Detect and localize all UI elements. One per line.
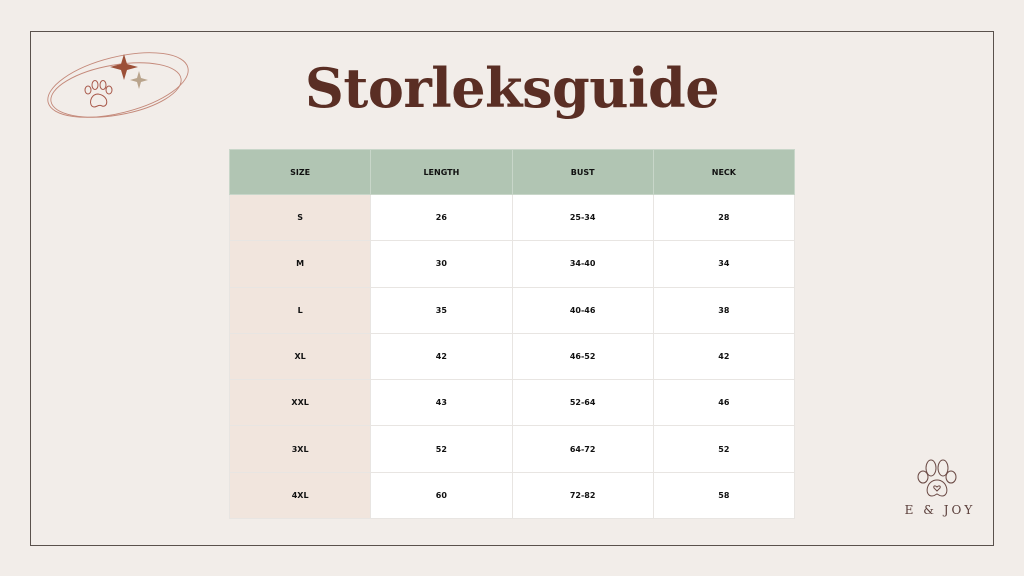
table-row: 4XL 60 72-82 58 — [228, 471, 796, 520]
header-bust: BUST — [511, 149, 654, 195]
page-title: Storleksguide — [304, 56, 720, 120]
table-row: M 30 34-40 34 — [228, 240, 796, 288]
table-row: S 26 25-34 28 — [228, 193, 796, 242]
table-row: 3XL 52 64-72 52 — [228, 425, 796, 473]
cell-length: 26 — [370, 193, 513, 242]
header-neck: NECK — [652, 149, 796, 195]
cell-size: 4XL — [228, 471, 372, 520]
table-header-row: SIZE LENGTH BUST NECK — [228, 149, 796, 195]
table-row: L 35 40-46 38 — [228, 286, 796, 334]
table-row: XXL 43 52-64 46 — [228, 379, 796, 427]
cell-bust: 25-34 — [511, 193, 654, 242]
cell-bust: 46-52 — [511, 332, 654, 381]
cell-neck: 34 — [652, 240, 796, 288]
cell-size: S — [228, 193, 372, 242]
cell-size: XL — [228, 332, 372, 381]
cell-length: 35 — [370, 286, 513, 334]
cell-size: M — [228, 240, 372, 288]
brand-name: E & JOY — [904, 503, 976, 517]
header-size: SIZE — [228, 149, 372, 195]
cell-length: 42 — [370, 332, 513, 381]
paw-heart-logo-icon — [917, 459, 957, 497]
cell-bust: 64-72 — [511, 425, 654, 473]
cell-neck: 38 — [652, 286, 796, 334]
cell-neck: 52 — [652, 425, 796, 473]
page-frame — [30, 31, 994, 546]
cell-length: 43 — [370, 379, 513, 427]
cell-size: XXL — [228, 379, 372, 427]
cell-size: 3XL — [228, 425, 372, 473]
cell-length: 52 — [370, 425, 513, 473]
cell-length: 60 — [370, 471, 513, 520]
paw-sparkle-logo-icon — [47, 52, 189, 118]
table-row: XL 42 46-52 42 — [228, 332, 796, 381]
cell-bust: 40-46 — [511, 286, 654, 334]
cell-neck: 42 — [652, 332, 796, 381]
cell-bust: 72-82 — [511, 471, 654, 520]
cell-neck: 58 — [652, 471, 796, 520]
header-length: LENGTH — [370, 149, 513, 195]
cell-bust: 34-40 — [511, 240, 654, 288]
cell-length: 30 — [370, 240, 513, 288]
cell-bust: 52-64 — [511, 379, 654, 427]
cell-neck: 28 — [652, 193, 796, 242]
size-table: SIZE LENGTH BUST NECK S 26 25-34 28 M 30 34-40… — [228, 149, 796, 520]
cell-neck: 46 — [652, 379, 796, 427]
cell-size: L — [228, 286, 372, 334]
